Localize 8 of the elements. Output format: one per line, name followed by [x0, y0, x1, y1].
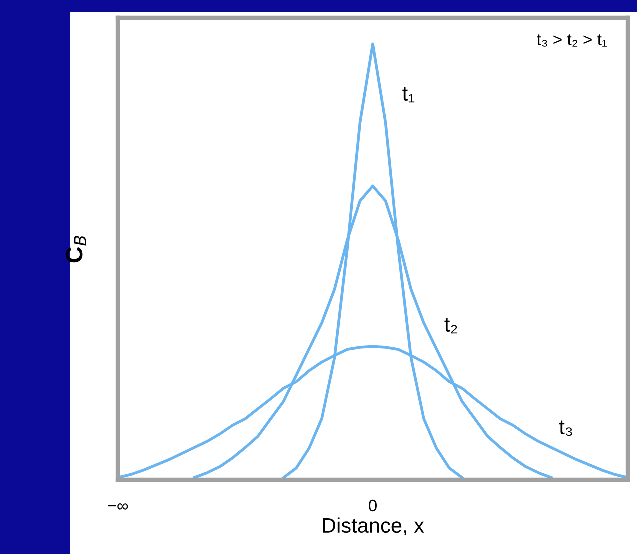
x-axis-title: Distance, x [323, 518, 424, 536]
x-tick-label: 0 [369, 500, 377, 512]
annotation: t₃ > t₂ > t₁ [537, 34, 608, 47]
x-tick-label: −∞ [108, 504, 128, 510]
y-axis-title: C$_{B}$ [66, 236, 86, 263]
series-label: t₃ [559, 420, 572, 436]
series-label: t₂ [444, 318, 458, 334]
series-label: t₁ [402, 87, 415, 103]
